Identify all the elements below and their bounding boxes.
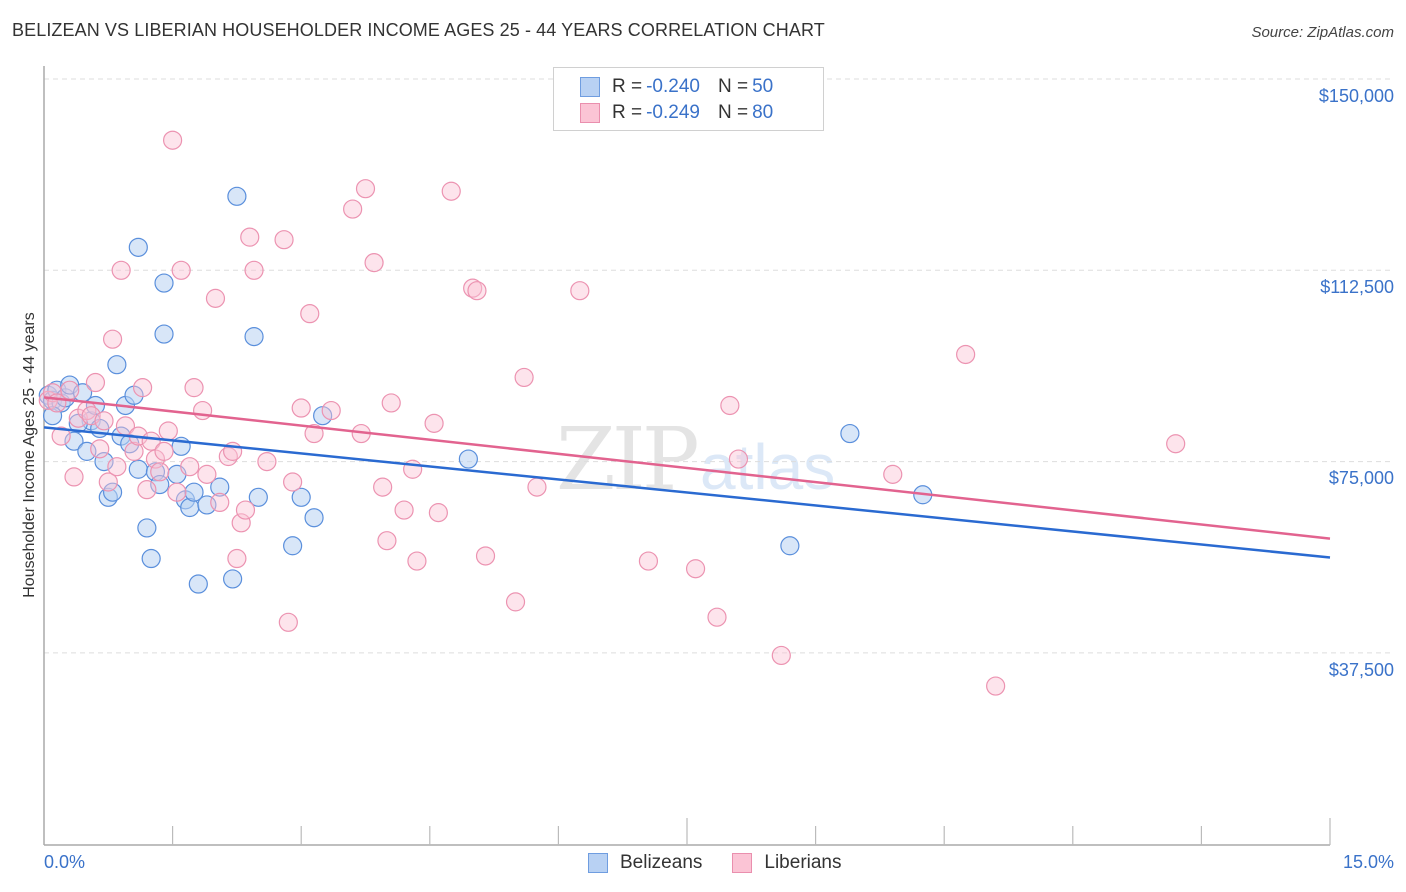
series-legend: Belizeans Liberians	[588, 852, 872, 874]
n-label: N =	[717, 76, 749, 97]
stats-row-belizeans: R = -0.240 N = 50	[580, 76, 773, 98]
legend-label: Belizeans	[620, 852, 703, 873]
r-value: -0.249	[646, 102, 700, 123]
gridlines	[44, 78, 1390, 654]
y-tick-112500: $112,500	[1320, 277, 1394, 297]
legend-item-belizeans[interactable]: Belizeans	[588, 852, 702, 874]
x-tick-min: 0.0%	[44, 852, 86, 872]
belizeans-swatch	[588, 853, 608, 873]
r-value: -0.240	[646, 76, 700, 97]
source-label: Source: ZipAtlas.com	[1251, 24, 1394, 41]
liberians-points	[38, 130, 1186, 696]
x-tick-max: 15.0%	[1342, 852, 1394, 872]
r-label: R =	[612, 76, 643, 97]
n-value: 80	[752, 102, 774, 123]
r-label: R =	[612, 102, 643, 123]
belizeans-points	[38, 186, 933, 594]
liberians-swatch	[580, 103, 600, 123]
legend-item-liberians[interactable]: Liberians	[732, 852, 842, 874]
belizeans-swatch	[580, 77, 600, 97]
y-tick-37500: $37,500	[1328, 660, 1394, 680]
trend-lines	[43, 396, 1331, 559]
chart-title: BELIZEAN VS LIBERIAN HOUSEHOLDER INCOME …	[12, 20, 825, 40]
liberians-swatch	[732, 853, 753, 873]
watermark-zip: ZIP	[556, 410, 700, 510]
axes	[43, 66, 1331, 846]
y-axis-label: Householder Income Ages 25 - 44 years	[21, 312, 38, 598]
y-tick-75000: $75,000	[1328, 468, 1394, 488]
watermark-atlas: atlas	[700, 431, 836, 503]
stats-row-liberians: R = -0.249 N = 80	[580, 102, 773, 124]
n-label: N =	[717, 102, 749, 123]
y-tick-150000: $150,000	[1318, 86, 1394, 106]
legend-label: Liberians	[764, 852, 842, 873]
n-value: 50	[752, 76, 774, 97]
stats-legend: R = -0.240 N = 50 R = -0.249 N = 80	[553, 67, 824, 131]
